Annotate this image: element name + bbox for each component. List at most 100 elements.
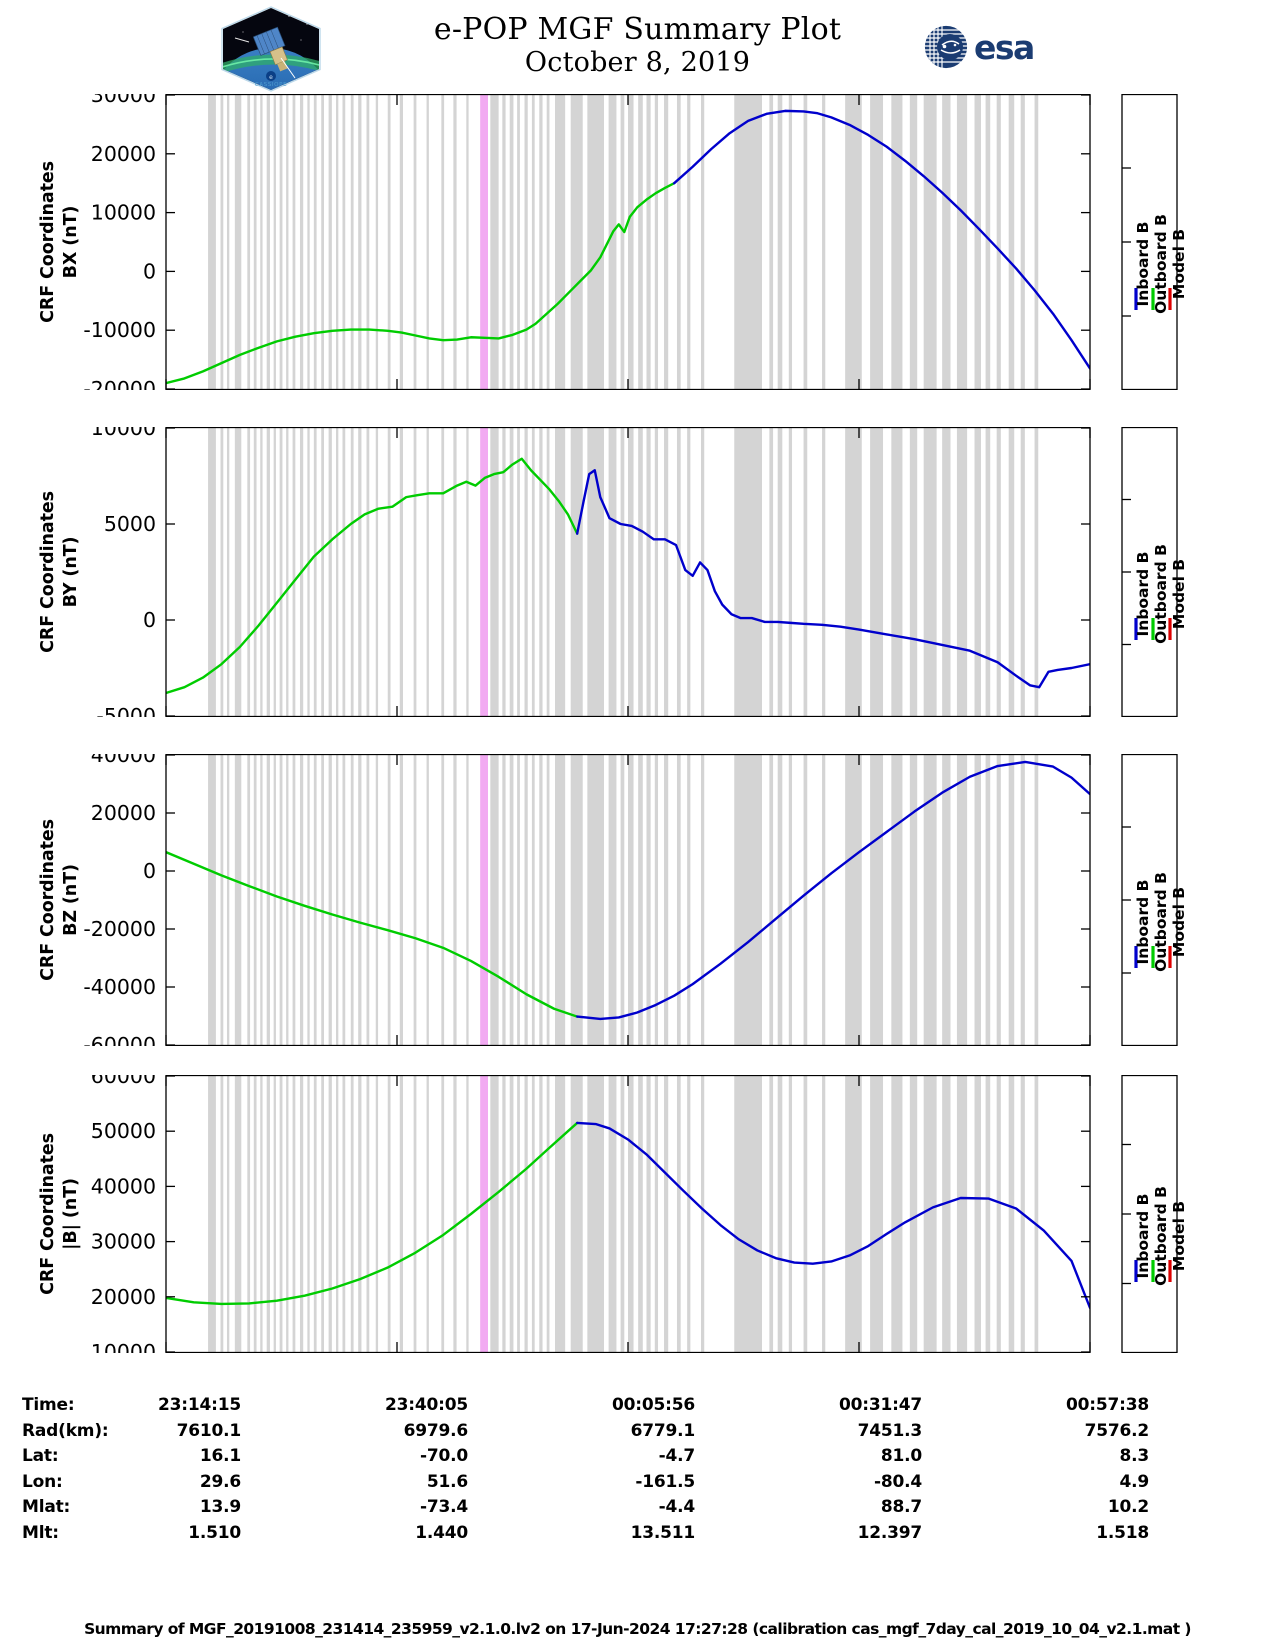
table-cell: 51.6 [426, 1471, 468, 1492]
plot-frame [165, 427, 1091, 717]
y-axis-label-line: BZ (nT) [61, 864, 81, 936]
plot-frame [165, 1075, 1091, 1353]
table-row-label: Rad(km): [22, 1420, 109, 1441]
data-quality-flag-bands [208, 428, 1039, 716]
table-cell: 1.518 [1096, 1522, 1149, 1543]
table-cell: 1.510 [188, 1522, 241, 1543]
mission-logo-wordmark: CASSIOPE [255, 82, 288, 88]
table-cell: 00:05:56 [612, 1395, 695, 1415]
table-cell: 4.9 [1119, 1471, 1149, 1492]
y-tick-label: 30000 [91, 1230, 156, 1254]
table-cell: 88.7 [880, 1497, 922, 1517]
table-row: Rad(km): 7610.1 6979.6 6779.1 7451.3 7576.2 [0, 1421, 1275, 1446]
y-tick-label: -20000 [83, 377, 156, 390]
table-cell: 7451.3 [857, 1420, 923, 1441]
page-title: e-POP MGF Summary Plot October 8, 2019 [0, 12, 1275, 79]
y-axis-label-line: CRF Coordinates [38, 1133, 58, 1295]
y-tick-label: 40000 [91, 754, 156, 767]
table-cell: 10.2 [1107, 1497, 1149, 1517]
series-line-inboard-b [575, 760, 1090, 1021]
legend-label-model-b: Model B [1170, 228, 1188, 300]
legend-label-inboard-b: Inboard B [1134, 221, 1152, 307]
footer-provenance-text: Summary of MGF_20191008_231414_235959_v2… [84, 1620, 1191, 1638]
table-cell: 29.6 [199, 1471, 241, 1492]
table-cell: 00:31:47 [839, 1395, 922, 1415]
table-row-label: Lat: [22, 1446, 59, 1466]
table-cell: -4.4 [658, 1497, 696, 1517]
table-row-label: Time: [22, 1395, 75, 1415]
y-tick-label: -10000 [83, 318, 156, 342]
series-line-outboard-b [166, 181, 676, 385]
table-cell: -70.0 [420, 1446, 468, 1466]
ephemeris-table: Time: 23:14:15 23:40:05 00:05:56 00:31:47 00:… [0, 1395, 1275, 1615]
y-tick-label: -60000 [83, 1033, 156, 1046]
legend-label-model-b: Model B [1170, 886, 1188, 958]
table-cell: 00:57:38 [1066, 1395, 1149, 1415]
table-row-label: Mlt: [22, 1522, 59, 1543]
page-header: e CASSIOPE [0, 0, 1275, 96]
plot-panel-b: 60000 50000 40000 30000 20000 10000 CRF Coordi… [0, 1075, 1275, 1353]
legend-label-outboard-b: Outboard B [1152, 872, 1170, 972]
table-cell: 6779.1 [630, 1420, 696, 1441]
y-axis-label-line: CRF Coordinates [38, 819, 58, 981]
title-line-1: e-POP MGF Summary Plot [433, 12, 842, 47]
legend-label-inboard-b: Inboard B [1134, 1193, 1152, 1279]
table-row-label: Lon: [22, 1471, 63, 1492]
table-cell: -4.7 [658, 1446, 696, 1466]
legend-label-model-b: Model B [1170, 558, 1188, 630]
esa-logo-icon: esa [924, 25, 1035, 69]
y-tick-label: 5000 [104, 512, 156, 536]
y-tick-label: 0 [143, 859, 156, 883]
y-tick-label: 60000 [91, 1075, 156, 1088]
table-cell: 13.9 [199, 1497, 241, 1517]
table-cell: 7576.2 [1084, 1420, 1150, 1441]
y-axis-label-line: CRF Coordinates [38, 161, 58, 323]
panel-canvas-bx: 30000 20000 10000 0 -10000 -20000 [83, 94, 1178, 390]
y-tick-label: 10000 [91, 1340, 156, 1353]
series-line-inboard-b [575, 1121, 1090, 1310]
series-line-outboard-b [166, 457, 579, 695]
plot-panel-bz: 40000 20000 0 -20000 -40000 -60000 CRF Coordin… [0, 754, 1275, 1046]
y-tick-label: 30000 [91, 94, 156, 107]
table-row: Lat: 16.1 -70.0 -4.7 81.0 8.3 [0, 1446, 1275, 1471]
series-line-inboard-b [673, 109, 1090, 370]
legend-label-inboard-b: Inboard B [1134, 551, 1152, 637]
table-cell: 1.440 [415, 1522, 468, 1543]
esa-wordmark: esa [974, 28, 1034, 67]
y-axis-label-line: |B| (nT) [61, 1178, 81, 1250]
y-tick-label: -5000 [96, 704, 156, 717]
legend-label-outboard-b: Outboard B [1152, 1186, 1170, 1286]
legend-label-inboard-b: Inboard B [1134, 879, 1152, 965]
panel-canvas-by: 10000 5000 0 -5000 [91, 427, 1178, 717]
data-quality-flag-bands [208, 1076, 1039, 1352]
plot-panel-bx: 30000 20000 10000 0 -10000 -20000 CRF Coordina… [0, 94, 1275, 390]
y-axis-label-line: CRF Coordinates [38, 491, 58, 653]
y-tick-label: -20000 [83, 917, 156, 941]
y-tick-label: 20000 [91, 1285, 156, 1309]
table-cell: 12.397 [857, 1522, 923, 1543]
panel-canvas-b: 60000 50000 40000 30000 20000 10000 [91, 1075, 1178, 1353]
data-quality-flag-bands [208, 95, 1039, 389]
plot-frame [165, 754, 1091, 1046]
table-row: Mlat: 13.9 -73.4 -4.4 88.7 10.2 [0, 1497, 1275, 1522]
table-cell: 23:14:15 [158, 1395, 241, 1415]
plot-frame [165, 94, 1091, 390]
y-tick-label: 10000 [91, 201, 156, 225]
y-axis-label-line: BX (nT) [61, 205, 81, 279]
panel-canvas-bz: 40000 20000 0 -20000 -40000 -60000 [83, 754, 1178, 1046]
table-cell: 13.511 [630, 1522, 696, 1543]
legend-label-model-b: Model B [1170, 1200, 1188, 1272]
y-tick-label: 20000 [91, 801, 156, 825]
y-tick-label: 0 [143, 608, 156, 632]
legend-label-outboard-b: Outboard B [1152, 544, 1170, 644]
table-row: Time: 23:14:15 23:40:05 00:05:56 00:31:47 00:… [0, 1395, 1275, 1420]
series-line-inboard-b [575, 469, 1090, 689]
title-line-2: October 8, 2019 [524, 47, 751, 79]
table-cell: 8.3 [1119, 1446, 1149, 1466]
y-tick-label: 10000 [91, 427, 156, 440]
y-tick-label: 0 [143, 259, 156, 283]
y-tick-label: 20000 [91, 142, 156, 166]
table-cell: 7610.1 [176, 1420, 242, 1441]
table-cell: 23:40:05 [385, 1395, 468, 1415]
table-row: Mlt: 1.510 1.440 13.511 12.397 1.518 [0, 1523, 1275, 1548]
